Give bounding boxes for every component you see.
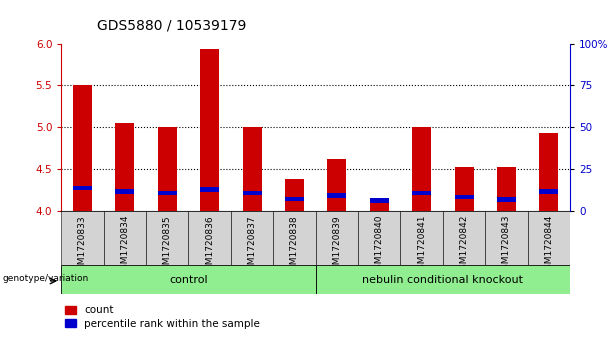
Bar [539,189,558,193]
Bar [243,191,262,195]
Bar [528,211,570,265]
Text: GSM1720842: GSM1720842 [460,215,468,275]
Text: GSM1720839: GSM1720839 [332,215,341,276]
Text: GSM1720838: GSM1720838 [290,215,299,276]
Bar [358,211,400,265]
Bar [61,265,316,294]
Text: GSM1720836: GSM1720836 [205,215,214,276]
Text: GSM1720835: GSM1720835 [163,215,172,276]
Text: GSM1720841: GSM1720841 [417,215,426,276]
Bar [443,211,485,265]
Text: GSM1720844: GSM1720844 [544,215,554,275]
Bar [455,195,474,200]
Bar [370,198,389,203]
Text: GSM1720840: GSM1720840 [375,215,384,276]
Text: GSM1720837: GSM1720837 [248,215,257,276]
Bar [285,179,304,211]
Bar [539,133,558,211]
Legend: count, percentile rank within the sample: count, percentile rank within the sample [61,301,264,333]
Bar [485,211,528,265]
Bar [316,265,570,294]
Bar [455,167,474,211]
Bar [327,193,346,198]
Bar [370,200,389,211]
Bar [104,211,146,265]
Bar [146,211,189,265]
Bar [73,186,92,190]
Bar [158,127,177,211]
Bar [231,211,273,265]
Text: GDS5880 / 10539179: GDS5880 / 10539179 [97,19,246,33]
Text: GSM1720833: GSM1720833 [78,215,87,276]
Bar [316,211,358,265]
Bar [412,127,431,211]
Bar [400,211,443,265]
Bar [273,211,316,265]
Bar [497,167,516,211]
Text: nebulin conditional knockout: nebulin conditional knockout [362,274,524,285]
Bar [61,211,104,265]
Text: GSM1720834: GSM1720834 [120,215,129,276]
Bar [243,127,262,211]
Bar [158,191,177,195]
Bar [412,191,431,195]
Text: GSM1720843: GSM1720843 [502,215,511,276]
Bar [497,197,516,202]
Bar [115,189,134,193]
Bar [189,211,231,265]
Bar [327,159,346,211]
Bar [115,123,134,211]
Bar [200,49,219,211]
Text: control: control [169,274,208,285]
Bar [73,85,92,211]
Bar [285,196,304,201]
Text: genotype/variation: genotype/variation [2,274,89,282]
Bar [200,187,219,192]
